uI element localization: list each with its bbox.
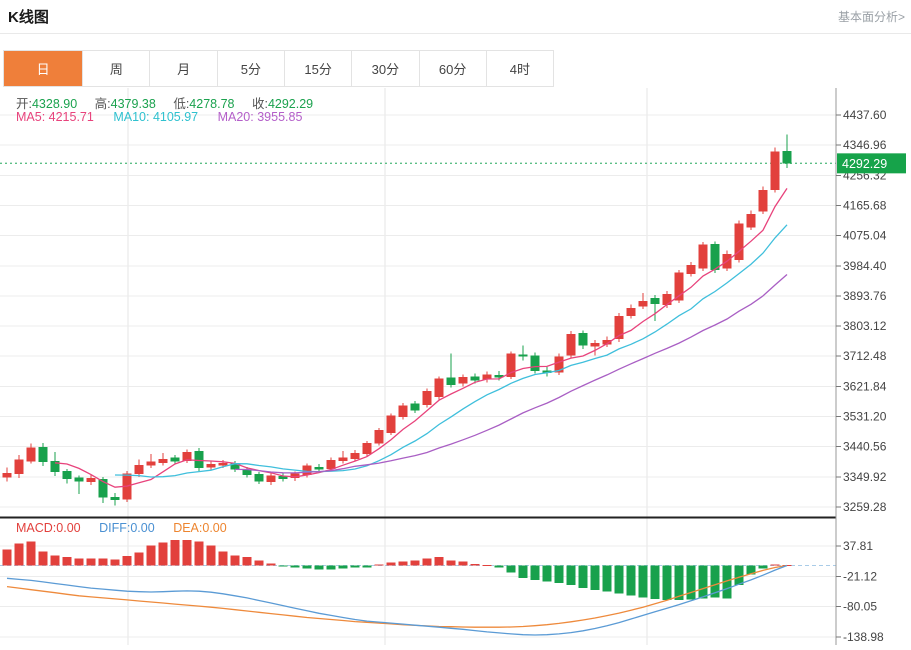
svg-text:4346.96: 4346.96 (843, 138, 887, 152)
svg-text:-21.12: -21.12 (843, 569, 877, 583)
svg-text:4075.04: 4075.04 (843, 229, 887, 243)
diff-line (6, 564, 788, 636)
svg-text:-138.98: -138.98 (843, 630, 884, 644)
tab-60min[interactable]: 60分 (420, 51, 487, 86)
ma10-line (114, 224, 788, 478)
svg-text:-80.05: -80.05 (843, 600, 877, 614)
grid-layer (0, 88, 836, 645)
page-title: K线图 (8, 9, 49, 26)
tab-day[interactable]: 日 (4, 51, 84, 86)
dea-line (6, 564, 788, 628)
svg-text:4292.29: 4292.29 (842, 157, 887, 171)
tab-month[interactable]: 月 (150, 51, 218, 86)
macd-histogram (2, 540, 792, 600)
candles-layer (2, 134, 792, 506)
svg-text:3531.20: 3531.20 (843, 410, 887, 424)
title-divider (0, 33, 911, 34)
svg-text:3984.40: 3984.40 (843, 259, 887, 273)
svg-text:4437.60: 4437.60 (843, 108, 887, 122)
svg-text:37.81: 37.81 (843, 539, 873, 553)
tab-week[interactable]: 周 (83, 51, 151, 86)
fundamental-analysis-link[interactable]: 基本面分析> (837, 10, 905, 24)
ma5-line (54, 188, 788, 488)
tab-30min[interactable]: 30分 (352, 51, 420, 86)
svg-text:4165.68: 4165.68 (843, 198, 887, 212)
tab-5min[interactable]: 5分 (218, 51, 285, 86)
svg-text:3440.56: 3440.56 (843, 440, 887, 454)
svg-text:3893.76: 3893.76 (843, 289, 887, 303)
tab-15min[interactable]: 15分 (285, 51, 353, 86)
svg-text:3349.92: 3349.92 (843, 470, 887, 484)
kline-chart-svg[interactable]: 4437.604346.964256.324165.684075.043984.… (0, 88, 911, 645)
svg-text:3621.84: 3621.84 (843, 379, 887, 393)
svg-text:3259.28: 3259.28 (843, 500, 887, 514)
current-price-tag: 4292.29 (837, 153, 906, 174)
kline-chart-area[interactable]: 4437.60 4346.96 4256.32 4165.68 4075.04 3984.… (0, 88, 911, 645)
svg-text:3803.12: 3803.12 (843, 319, 887, 333)
svg-text:3712.48: 3712.48 (843, 349, 887, 363)
tab-4hour[interactable]: 4时 (509, 62, 531, 77)
period-tabbar: 日 周 月 5分 15分 30分 60分 4时 (3, 50, 554, 87)
ma20-line (234, 274, 788, 474)
